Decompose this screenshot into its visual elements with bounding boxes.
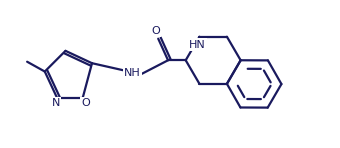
Text: O: O (151, 26, 160, 36)
Text: HN: HN (189, 40, 206, 50)
Text: N: N (52, 98, 61, 108)
Text: NH: NH (124, 68, 141, 78)
Text: O: O (81, 98, 90, 108)
